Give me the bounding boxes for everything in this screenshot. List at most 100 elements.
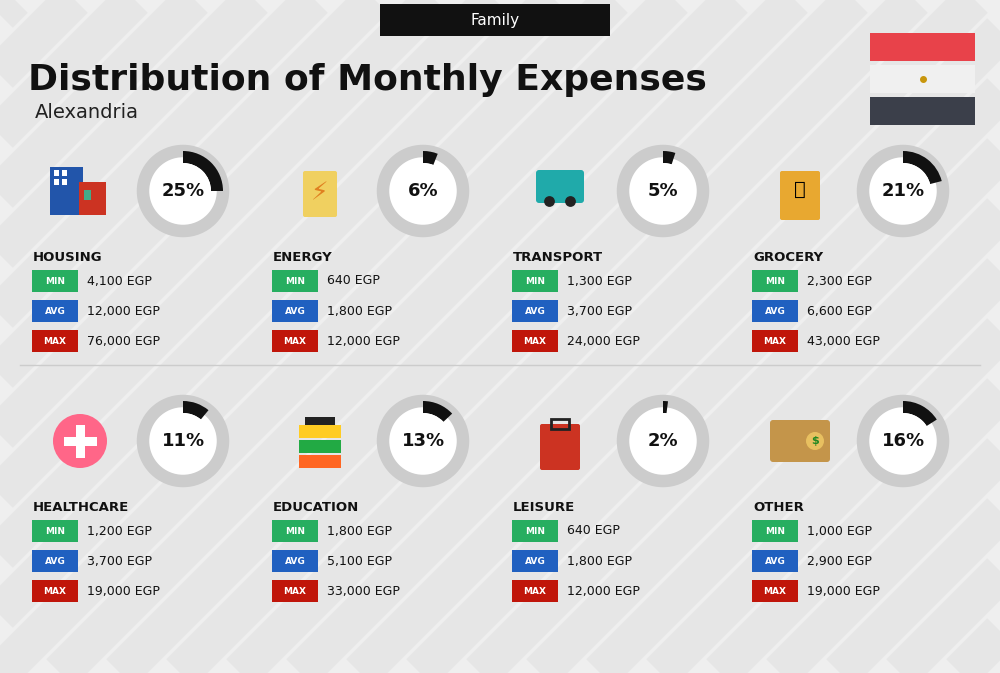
- Text: AVG: AVG: [285, 306, 305, 316]
- Circle shape: [544, 196, 555, 207]
- Text: MAX: MAX: [284, 586, 306, 596]
- FancyBboxPatch shape: [540, 424, 580, 470]
- Circle shape: [565, 196, 576, 207]
- Text: 24,000 EGP: 24,000 EGP: [567, 334, 640, 347]
- Text: 1,000 EGP: 1,000 EGP: [807, 524, 872, 538]
- Text: Family: Family: [470, 13, 520, 28]
- Text: AVG: AVG: [525, 306, 545, 316]
- Text: MIN: MIN: [285, 526, 305, 536]
- Wedge shape: [423, 151, 438, 165]
- Text: 4,100 EGP: 4,100 EGP: [87, 275, 152, 287]
- FancyBboxPatch shape: [870, 97, 975, 125]
- Text: 1,800 EGP: 1,800 EGP: [567, 555, 632, 567]
- FancyBboxPatch shape: [272, 300, 318, 322]
- FancyBboxPatch shape: [64, 437, 96, 446]
- FancyBboxPatch shape: [770, 420, 830, 462]
- Circle shape: [143, 151, 223, 231]
- Circle shape: [395, 163, 451, 219]
- FancyBboxPatch shape: [512, 300, 558, 322]
- Circle shape: [863, 151, 943, 231]
- Text: 25%: 25%: [161, 182, 205, 200]
- Text: 12,000 EGP: 12,000 EGP: [87, 304, 160, 318]
- Wedge shape: [183, 151, 223, 191]
- Wedge shape: [663, 401, 668, 413]
- Text: MIN: MIN: [525, 526, 545, 536]
- Text: MAX: MAX: [284, 336, 306, 345]
- FancyBboxPatch shape: [752, 330, 798, 352]
- FancyBboxPatch shape: [272, 550, 318, 572]
- FancyBboxPatch shape: [78, 182, 106, 215]
- Text: AVG: AVG: [525, 557, 545, 565]
- Text: MAX: MAX: [44, 336, 66, 345]
- Circle shape: [806, 432, 824, 450]
- Text: 16%: 16%: [881, 432, 925, 450]
- FancyBboxPatch shape: [272, 580, 318, 602]
- Wedge shape: [903, 151, 942, 184]
- Text: MIN: MIN: [45, 526, 65, 536]
- FancyBboxPatch shape: [50, 167, 83, 215]
- FancyBboxPatch shape: [299, 439, 341, 453]
- Text: MAX: MAX: [524, 586, 546, 596]
- Text: Alexandria: Alexandria: [35, 103, 139, 122]
- FancyBboxPatch shape: [512, 270, 558, 292]
- Circle shape: [863, 401, 943, 481]
- Wedge shape: [423, 401, 452, 422]
- Text: TRANSPORT: TRANSPORT: [513, 251, 603, 264]
- Text: EDUCATION: EDUCATION: [273, 501, 359, 514]
- Text: AVG: AVG: [765, 557, 785, 565]
- Text: MIN: MIN: [45, 277, 65, 285]
- Circle shape: [395, 413, 451, 469]
- Text: 21%: 21%: [881, 182, 925, 200]
- Circle shape: [875, 413, 931, 469]
- Text: MAX: MAX: [764, 336, 786, 345]
- FancyBboxPatch shape: [32, 300, 78, 322]
- Text: 11%: 11%: [161, 432, 205, 450]
- Text: 5%: 5%: [648, 182, 678, 200]
- FancyBboxPatch shape: [32, 580, 78, 602]
- Text: 1,300 EGP: 1,300 EGP: [567, 275, 632, 287]
- Text: MIN: MIN: [765, 526, 785, 536]
- FancyBboxPatch shape: [752, 550, 798, 572]
- Text: 19,000 EGP: 19,000 EGP: [807, 584, 880, 598]
- Wedge shape: [903, 401, 937, 426]
- Text: 19,000 EGP: 19,000 EGP: [87, 584, 160, 598]
- FancyBboxPatch shape: [870, 33, 975, 61]
- FancyBboxPatch shape: [84, 190, 91, 200]
- FancyBboxPatch shape: [272, 520, 318, 542]
- Text: MIN: MIN: [765, 277, 785, 285]
- Text: 🥬: 🥬: [794, 180, 806, 199]
- FancyBboxPatch shape: [512, 520, 558, 542]
- FancyBboxPatch shape: [32, 520, 78, 542]
- Text: MIN: MIN: [285, 277, 305, 285]
- FancyBboxPatch shape: [62, 179, 67, 185]
- Text: HOUSING: HOUSING: [33, 251, 103, 264]
- FancyBboxPatch shape: [512, 330, 558, 352]
- Text: 1,800 EGP: 1,800 EGP: [327, 524, 392, 538]
- FancyBboxPatch shape: [54, 179, 59, 185]
- Circle shape: [875, 163, 931, 219]
- Circle shape: [383, 401, 463, 481]
- Text: 12,000 EGP: 12,000 EGP: [567, 584, 640, 598]
- Circle shape: [143, 401, 223, 481]
- Text: AVG: AVG: [45, 306, 65, 316]
- FancyBboxPatch shape: [870, 65, 975, 93]
- FancyBboxPatch shape: [32, 270, 78, 292]
- FancyBboxPatch shape: [305, 417, 335, 425]
- Text: 1,800 EGP: 1,800 EGP: [327, 304, 392, 318]
- FancyBboxPatch shape: [299, 454, 341, 468]
- Wedge shape: [663, 151, 675, 164]
- Circle shape: [635, 163, 691, 219]
- Circle shape: [53, 414, 107, 468]
- Text: 6%: 6%: [408, 182, 438, 200]
- FancyBboxPatch shape: [32, 550, 78, 572]
- FancyBboxPatch shape: [536, 170, 584, 203]
- Text: MIN: MIN: [525, 277, 545, 285]
- Text: 640 EGP: 640 EGP: [327, 275, 380, 287]
- Text: 2,900 EGP: 2,900 EGP: [807, 555, 872, 567]
- Text: 43,000 EGP: 43,000 EGP: [807, 334, 880, 347]
- FancyBboxPatch shape: [54, 170, 59, 176]
- Text: 5,100 EGP: 5,100 EGP: [327, 555, 392, 567]
- FancyBboxPatch shape: [512, 550, 558, 572]
- FancyBboxPatch shape: [752, 300, 798, 322]
- Text: 2,300 EGP: 2,300 EGP: [807, 275, 872, 287]
